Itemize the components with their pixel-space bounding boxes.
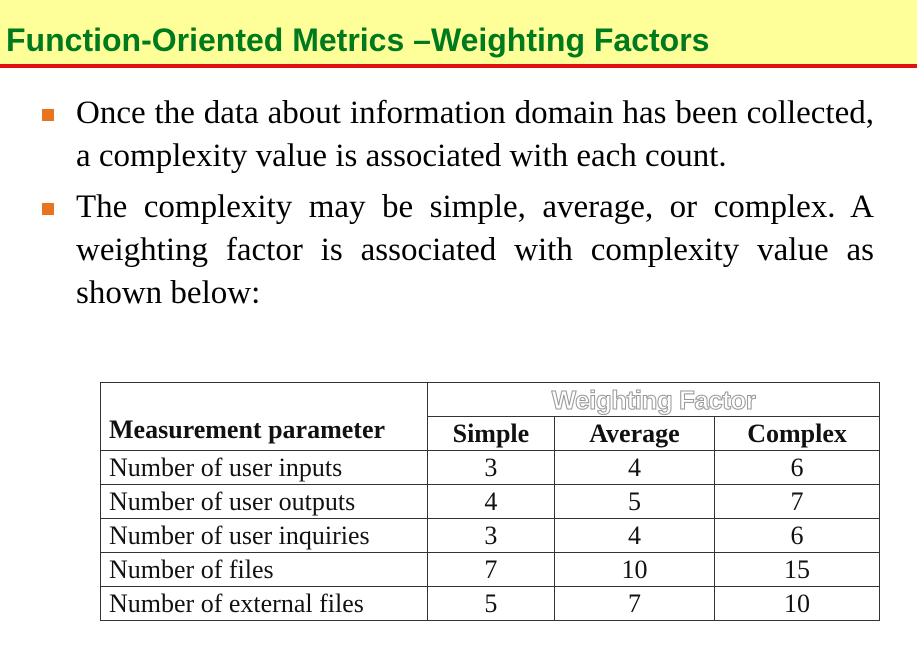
- column-header-average: Average: [553, 416, 716, 451]
- average-cell: 5: [553, 484, 716, 519]
- average-cell: 4: [553, 518, 716, 553]
- table-row: Number of user outputs 4 5 7: [99, 484, 880, 519]
- complex-cell: 7: [714, 484, 880, 519]
- group-header-weighting-factor: Weighting Factor: [427, 382, 880, 417]
- simple-cell: 5: [427, 586, 555, 621]
- parameter-cell: Number of external files: [99, 586, 429, 621]
- column-header-complex: Complex: [714, 416, 880, 451]
- table-subheader-row: Simple Average Complex: [101, 416, 880, 451]
- bullet-item: Once the data about information domain h…: [40, 92, 874, 178]
- column-header-parameter: Measurement parameter: [99, 382, 429, 451]
- bullet-item: The complexity may be simple, average, o…: [40, 186, 874, 315]
- table-row: Number of user inquiries 3 4 6: [99, 518, 880, 553]
- complex-cell: 10: [714, 586, 880, 621]
- table-row: Number of user inputs 3 4 6: [99, 450, 880, 485]
- table-row: Number of external files 5 7 10: [99, 586, 880, 621]
- complex-cell: 6: [714, 518, 880, 553]
- title-bar: Function-Oriented Metrics –Weighting Fac…: [0, 0, 917, 68]
- parameter-cell: Number of files: [99, 552, 429, 587]
- bullet-text: The complexity may be simple, average, o…: [76, 189, 874, 311]
- parameter-cell: Number of user outputs: [99, 484, 429, 519]
- parameter-cell: Number of user inputs: [99, 450, 429, 485]
- average-cell: 4: [553, 450, 716, 485]
- simple-cell: 3: [427, 450, 555, 485]
- parameter-cell: Number of user inquiries: [99, 518, 429, 553]
- average-cell: 7: [553, 586, 716, 621]
- simple-cell: 4: [427, 484, 555, 519]
- simple-cell: 3: [427, 518, 555, 553]
- table-header-row: Measurement parameter Weighting Factor: [99, 382, 880, 451]
- bullet-list: Once the data about information domain h…: [40, 92, 874, 323]
- bullet-text: Once the data about information domain h…: [76, 95, 874, 174]
- square-bullet-icon: [42, 109, 54, 121]
- average-cell: 10: [553, 552, 716, 587]
- slide-title: Function-Oriented Metrics –Weighting Fac…: [6, 22, 710, 58]
- table-row: Number of files 7 10 15: [99, 552, 880, 587]
- square-bullet-icon: [42, 203, 54, 215]
- simple-cell: 7: [427, 552, 555, 587]
- column-header-simple: Simple: [427, 416, 555, 451]
- complex-cell: 15: [714, 552, 880, 587]
- complex-cell: 6: [714, 450, 880, 485]
- weighting-factor-table: Measurement parameter Weighting Factor S…: [99, 382, 880, 621]
